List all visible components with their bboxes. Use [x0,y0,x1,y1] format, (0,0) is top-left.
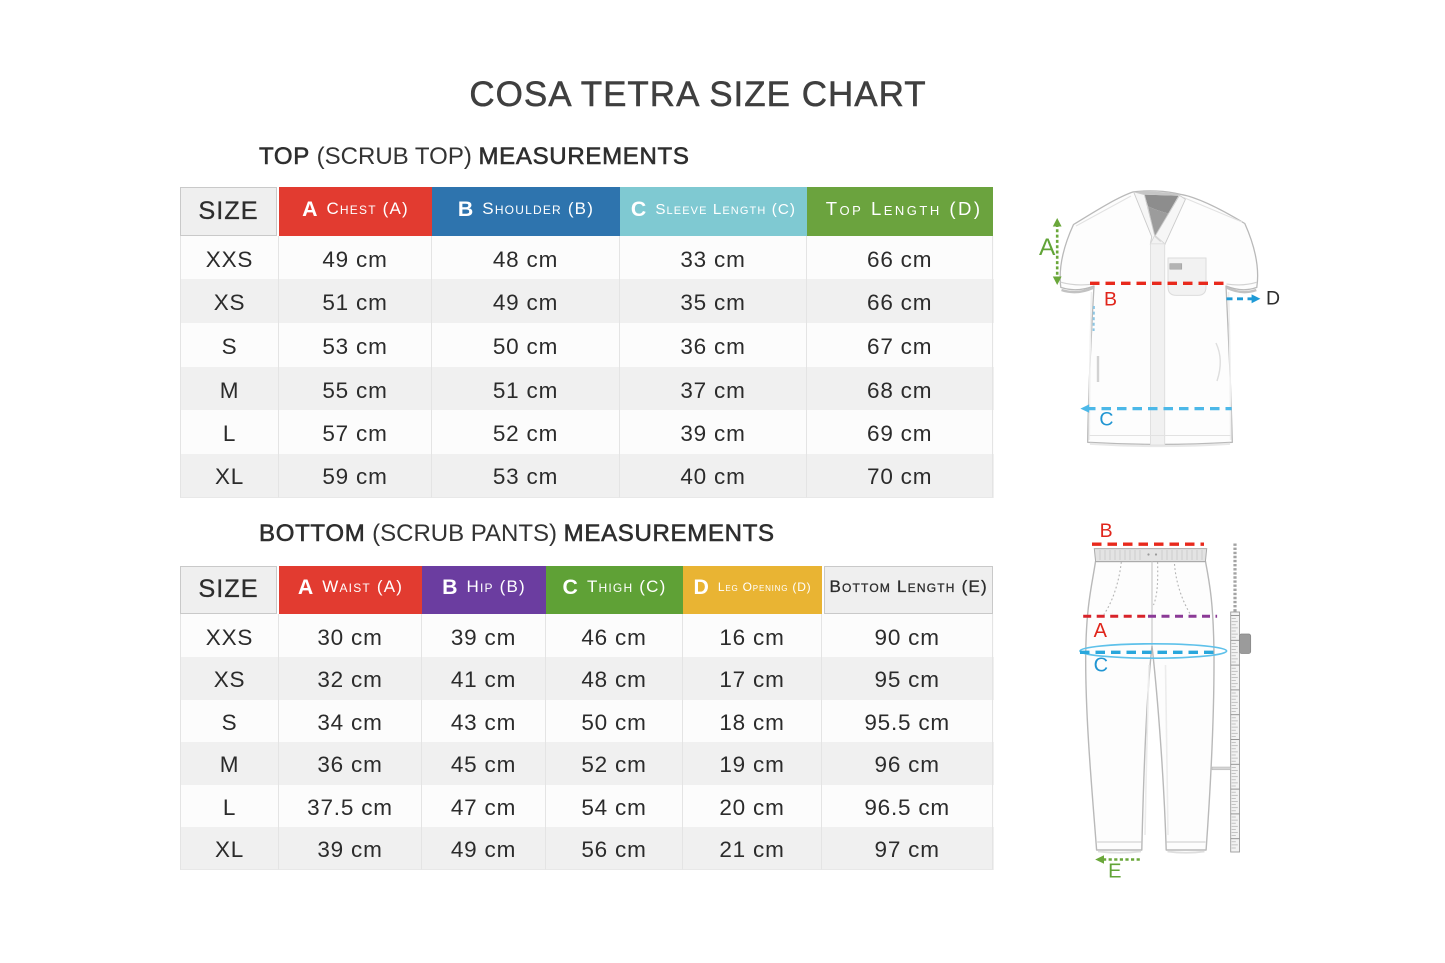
svg-text:B: B [1104,288,1117,310]
svg-text:A: A [1039,234,1056,261]
svg-text:B: B [1100,520,1113,542]
svg-text:C: C [1094,655,1108,677]
svg-text:A: A [1094,620,1108,642]
svg-text:D: D [1266,288,1280,310]
svg-text:C: C [1099,409,1113,431]
svg-text:E: E [1108,861,1121,883]
